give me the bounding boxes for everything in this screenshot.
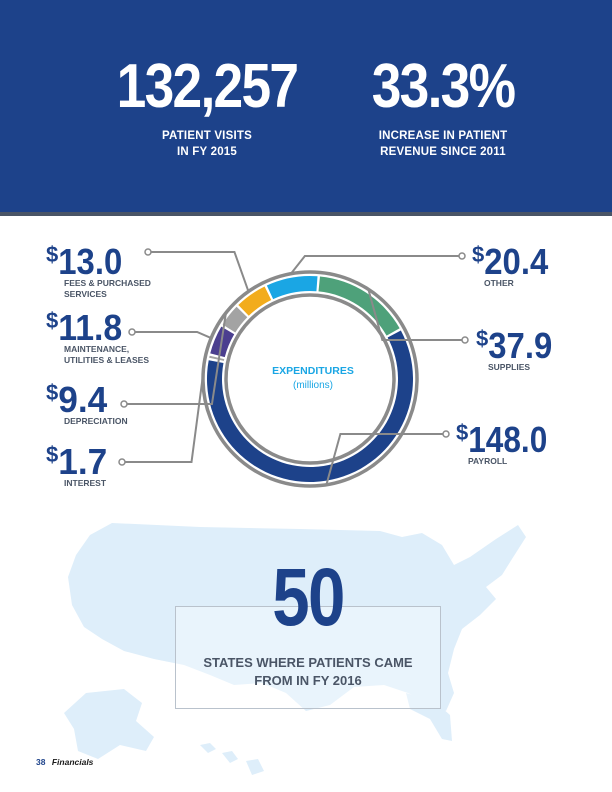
chart-title: EXPENDITURES — [272, 365, 354, 377]
currency-symbol: $ — [476, 326, 488, 351]
slice-value: 11.8 — [58, 307, 122, 348]
donut-outer-ring — [201, 270, 419, 488]
states-count: 50 — [272, 552, 345, 643]
donut-slice-payroll — [206, 330, 413, 483]
slice-category-label: SERVICES — [64, 289, 107, 299]
leader-dot — [144, 248, 152, 256]
us-map-graphic — [64, 523, 526, 775]
stat-label-line: INCREASE IN PATIENT — [378, 130, 508, 142]
leader-line — [290, 255, 462, 275]
stat-value: 33.3% — [371, 52, 516, 121]
donut-slice-supplies — [318, 276, 400, 336]
leader-line — [124, 312, 227, 405]
slice-value-label: $13.0 — [46, 241, 122, 282]
leader-dot — [120, 400, 128, 408]
slice-category-label: UTILITIES & LEASES — [64, 355, 149, 365]
leader-line — [367, 289, 465, 341]
slice-value-label: $20.4 — [472, 241, 548, 282]
slice-category-label: PAYROLL — [468, 456, 507, 466]
slice-value-label: $9.4 — [46, 379, 107, 420]
leader-line — [325, 433, 446, 486]
leader-dot — [128, 328, 136, 336]
leader-line — [148, 251, 250, 292]
stat-label: PATIENT VISITS IN FY 2015 — [96, 128, 318, 160]
slice-category-label: INTEREST — [64, 478, 107, 488]
section-name: Financials — [51, 757, 94, 767]
slice-value: 20.4 — [484, 241, 548, 282]
stat-revenue-increase: 33.3% INCREASE IN PATIENT REVENUE SINCE … — [330, 56, 556, 160]
currency-symbol: $ — [46, 442, 58, 467]
slice-value: 9.4 — [58, 379, 107, 420]
page-footer: 38 Financials — [36, 757, 93, 767]
leader-dot — [461, 336, 469, 344]
slice-category-label: MAINTENANCE, — [64, 344, 129, 354]
slice-value-label: $1.7 — [46, 441, 107, 482]
slice-value: 13.0 — [58, 241, 122, 282]
states-label-line: FROM IN FY 2016 — [254, 673, 362, 688]
leader-line — [122, 355, 207, 463]
page-number: 38 — [36, 757, 46, 767]
header-divider — [0, 212, 612, 216]
donut-slice-other — [266, 276, 318, 300]
slice-category-label: FEES & PURCHASED — [64, 278, 151, 288]
slice-value: 1.7 — [58, 441, 107, 482]
donut-inner-ring — [224, 293, 396, 465]
stat-patient-visits: 132,257 PATIENT VISITS IN FY 2015 — [96, 56, 318, 160]
currency-symbol: $ — [456, 420, 468, 445]
donut-slice-fees-purchased-services — [238, 286, 272, 316]
currency-symbol: $ — [472, 242, 484, 267]
donut-slice-depreciation — [222, 306, 248, 333]
chart-subtitle: (millions) — [293, 380, 333, 391]
us-mainland-shape — [68, 523, 526, 711]
slice-value-label: $37.9 — [476, 325, 552, 366]
leader-line — [132, 331, 212, 340]
slice-value-label: $148.0 — [456, 419, 547, 460]
florida-shape — [406, 693, 452, 741]
currency-symbol: $ — [46, 308, 58, 333]
states-label: STATES WHERE PATIENTS CAME FROM IN FY 20… — [175, 654, 441, 690]
stat-label-line: REVENUE SINCE 2011 — [380, 146, 506, 158]
slice-category-label: DEPRECIATION — [64, 416, 128, 426]
currency-symbol: $ — [46, 242, 58, 267]
alaska-shape — [64, 689, 154, 759]
states-label-line: STATES WHERE PATIENTS CAME — [203, 655, 413, 670]
stat-label: INCREASE IN PATIENT REVENUE SINCE 2011 — [330, 128, 556, 160]
stat-label-line: IN FY 2015 — [177, 146, 237, 158]
stat-label-line: PATIENT VISITS — [162, 130, 252, 142]
leader-dot — [458, 252, 466, 260]
states-callout-box — [175, 606, 441, 709]
hawaii-shape — [200, 743, 264, 775]
donut-slice-interest — [209, 355, 225, 361]
stat-value: 132,257 — [116, 52, 299, 121]
leader-dot — [118, 458, 126, 466]
slice-value: 148.0 — [468, 419, 547, 460]
header-banner — [0, 0, 612, 212]
slice-category-label: SUPPLIES — [488, 362, 530, 372]
currency-symbol: $ — [46, 380, 58, 405]
slice-value-label: $11.8 — [46, 307, 122, 348]
slice-value: 37.9 — [488, 325, 552, 366]
leader-dot — [442, 430, 450, 438]
slice-category-label: OTHER — [484, 278, 514, 288]
